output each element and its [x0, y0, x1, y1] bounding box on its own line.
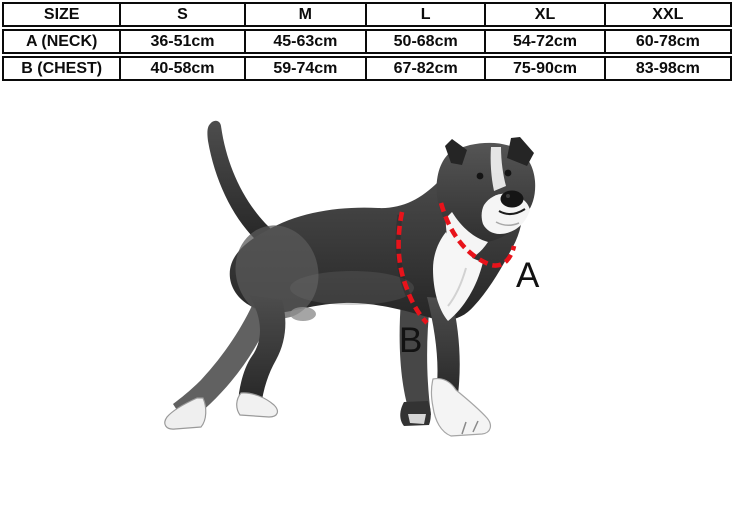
dog-front-paw-toes	[461, 420, 479, 435]
dog-ear-left	[445, 139, 467, 165]
dog-rear-paw-near	[236, 392, 279, 418]
dog-ear-right	[507, 137, 534, 166]
dog-tail	[207, 120, 272, 243]
chest-value-xl: 75-90cm	[484, 58, 603, 79]
neck-marker-label: A	[516, 256, 540, 295]
chest-marker-label: B	[399, 321, 422, 360]
dog-nose-highlight	[506, 194, 510, 198]
dog-thigh-highlight	[235, 225, 319, 319]
row-label-neck: A (NECK)	[25, 33, 98, 50]
dog-blaze	[490, 147, 506, 191]
chest-value-l: 67-82cm	[365, 58, 484, 79]
dog-front-paw-near	[430, 377, 492, 437]
chest-value-xxl: 83-98cm	[603, 58, 730, 79]
dog-measurement-diagram: A B	[164, 120, 540, 437]
dog-groin-shading	[290, 307, 316, 321]
neck-value-l: 50-68cm	[365, 31, 484, 52]
dog-belly-sheen	[290, 271, 414, 305]
size-chart-header-row: SIZE S M L XL XXL	[2, 2, 732, 27]
neck-value-m: 45-63cm	[243, 31, 365, 52]
header-cell-l: L	[365, 4, 484, 25]
dog-rear-paw-far	[164, 397, 207, 430]
header-cell-xxl: XXL	[603, 4, 730, 25]
dog-eye-left	[476, 172, 484, 180]
dog-front-paw-far-white	[408, 414, 426, 424]
size-chart-table: SIZE S M L XL XXL A (NECK) 36-51cm 45-63…	[2, 2, 732, 83]
header-cell-s: S	[119, 4, 243, 25]
dog-lip-shadow	[495, 221, 520, 226]
neck-value-s: 36-51cm	[119, 31, 243, 52]
dog-rear-leg-far	[173, 278, 281, 424]
chest-value-s: 40-58cm	[119, 58, 243, 79]
dog-rear-leg-near	[238, 295, 286, 407]
row-label-chest: B (CHEST)	[21, 60, 103, 77]
size-chart-row-chest: B (CHEST) 40-58cm 59-74cm 67-82cm 75-90c…	[2, 56, 732, 81]
dog-eye-right	[504, 169, 512, 177]
header-cell-m: M	[243, 4, 365, 25]
chest-value-m: 59-74cm	[243, 58, 365, 79]
dog-illustration	[164, 120, 536, 437]
dog-nose	[500, 190, 524, 208]
neck-measure-line	[438, 202, 517, 268]
header-cell-xl: XL	[484, 4, 603, 25]
dog-front-leg-near	[427, 297, 460, 402]
header-cell-size: SIZE	[43, 6, 80, 23]
dog-chest-white	[433, 232, 483, 321]
neck-value-xl: 54-72cm	[484, 31, 603, 52]
chest-measure-line	[396, 211, 429, 325]
dog-front-leg-far	[399, 300, 431, 417]
size-chart-row-neck: A (NECK) 36-51cm 45-63cm 50-68cm 54-72cm…	[2, 29, 732, 54]
neck-value-xxl: 60-78cm	[603, 31, 730, 52]
dog-mouth	[498, 208, 526, 215]
dog-chest-shading	[447, 267, 467, 307]
